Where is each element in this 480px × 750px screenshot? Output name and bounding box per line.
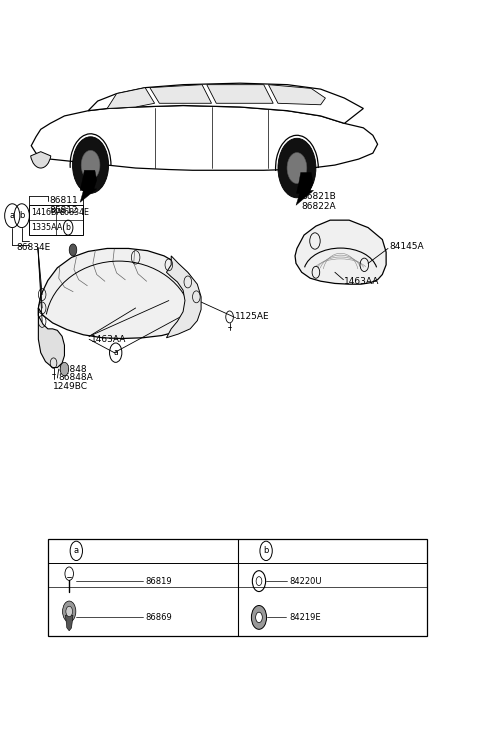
Circle shape [66,606,72,616]
Text: 1463AA: 1463AA [344,278,380,286]
Circle shape [278,138,316,198]
Circle shape [62,601,76,622]
Text: b: b [264,546,269,555]
Text: a: a [74,546,79,555]
Text: b: b [19,211,24,220]
Circle shape [69,244,77,256]
Text: b: b [66,223,71,232]
Text: 86848: 86848 [59,364,87,374]
Bar [48,538,427,635]
Text: 86821B: 86821B [301,192,336,201]
Polygon shape [150,85,212,104]
Polygon shape [296,172,313,206]
Wedge shape [31,152,51,168]
Circle shape [287,152,307,184]
Text: 1249BC: 1249BC [53,382,87,392]
Text: 84220U: 84220U [290,577,322,586]
Polygon shape [107,88,155,109]
Circle shape [72,136,108,194]
Text: 86812: 86812 [49,206,78,215]
Text: 86848A: 86848A [59,374,94,382]
Polygon shape [65,615,73,631]
Text: 84145A: 84145A [389,242,424,251]
Polygon shape [31,106,378,170]
Circle shape [252,605,266,629]
Polygon shape [38,308,64,368]
Text: 1335AA: 1335AA [31,223,62,232]
Circle shape [81,150,100,180]
Text: a: a [10,211,15,220]
Polygon shape [207,85,273,104]
Text: a: a [113,348,118,357]
Text: 1463AA: 1463AA [91,334,126,344]
Text: 86869: 86869 [145,613,172,622]
Circle shape [60,362,69,376]
Text: 84219E: 84219E [290,613,322,622]
Text: 86834E: 86834E [16,243,50,252]
Circle shape [256,612,262,622]
Text: 86822A: 86822A [301,202,336,211]
Polygon shape [80,170,96,202]
Text: 86834E: 86834E [60,209,90,218]
Bar [29,206,84,235]
Polygon shape [167,256,201,338]
Text: 86811: 86811 [49,196,78,206]
Polygon shape [88,83,363,124]
Polygon shape [295,220,386,284]
Text: 86819: 86819 [145,577,172,586]
Text: 1125AE: 1125AE [235,313,270,322]
Polygon shape [38,248,200,338]
Text: 1416BA: 1416BA [31,209,62,218]
Polygon shape [268,85,325,105]
